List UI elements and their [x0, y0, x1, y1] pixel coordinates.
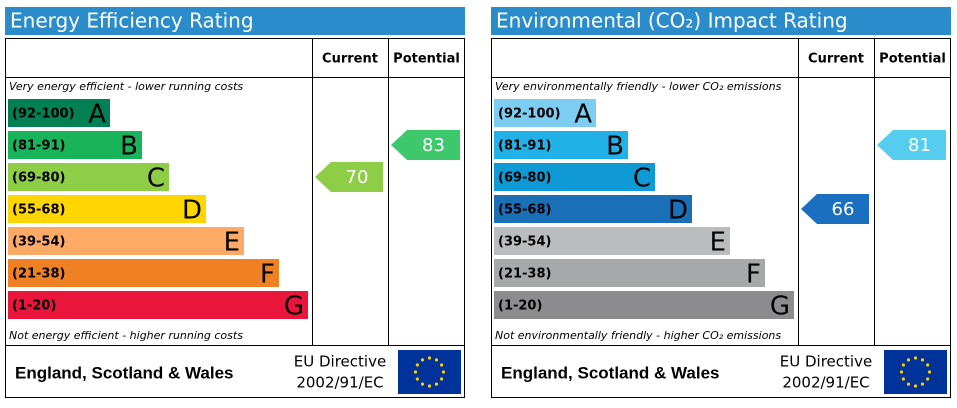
band-range: (69-80) [498, 171, 551, 186]
band-letter: F [746, 260, 761, 290]
eu-star [913, 356, 918, 360]
band-letter: A [574, 100, 592, 130]
band [494, 259, 765, 287]
eu-star [427, 356, 432, 360]
column-header: Potential [393, 52, 460, 67]
eu-star [899, 370, 904, 374]
band [8, 291, 308, 319]
band-range: (1-20) [12, 299, 56, 314]
rating-value: 70 [346, 167, 369, 188]
top-note: Very energy efficient - lower running co… [9, 80, 243, 93]
band [8, 227, 244, 255]
eu-star [427, 384, 432, 388]
band-letter: B [606, 132, 624, 162]
band-letter: D [668, 196, 688, 226]
band-range: (55-68) [12, 203, 65, 218]
band-letter: A [88, 100, 106, 130]
region: England, Scotland & Wales [15, 363, 234, 382]
band-letter: D [182, 196, 202, 226]
band [8, 163, 169, 191]
rating-value: 81 [908, 135, 931, 156]
eu-star [920, 358, 925, 362]
band-range: (92-100) [12, 107, 75, 122]
directive: EU Directive [780, 353, 872, 371]
title-bar [5, 7, 465, 35]
column-header: Potential [879, 52, 946, 67]
bottom-note: Not environmentally friendly - higher CO… [495, 329, 781, 342]
eu-star [440, 377, 444, 381]
panel-title: Environmental (CO₂) Impact Rating [496, 9, 848, 33]
eu-star [906, 382, 911, 386]
eu-star [420, 382, 425, 386]
band-range: (21-38) [498, 267, 551, 282]
eu-star [901, 377, 905, 381]
directive-code: 2002/91/EC [782, 374, 869, 392]
band-range: (92-100) [498, 107, 561, 122]
eu-star [420, 358, 425, 362]
band-letter: C [147, 164, 165, 194]
top-note: Very environmentally friendly - lower CO… [495, 80, 782, 93]
eu-star [434, 382, 439, 386]
band [494, 291, 794, 319]
band-range: (69-80) [12, 171, 65, 186]
band-letter: B [120, 132, 138, 162]
rating-value: 66 [832, 199, 855, 220]
eu-star [441, 370, 446, 374]
directive-code: 2002/91/EC [296, 374, 383, 392]
band-letter: C [633, 164, 651, 194]
band-letter: E [224, 228, 240, 258]
rating-arrow [877, 130, 946, 160]
rating-arrow [391, 130, 460, 160]
panel-title: Energy Efficiency Rating [10, 9, 254, 33]
region: England, Scotland & Wales [501, 363, 720, 382]
band [494, 163, 655, 191]
rating-arrow [801, 194, 869, 224]
eu-star [413, 370, 418, 374]
band [8, 195, 206, 223]
eu-star [920, 382, 925, 386]
rating-value: 83 [422, 135, 445, 156]
band-range: (21-38) [12, 267, 65, 282]
rating-arrow [315, 162, 383, 192]
band [494, 99, 596, 127]
eu-star [415, 377, 419, 381]
band [8, 131, 142, 159]
column-header: Current [808, 52, 864, 67]
eu-star [901, 363, 905, 367]
band-letter: G [770, 292, 790, 322]
frame [491, 38, 951, 398]
directive: EU Directive [294, 353, 386, 371]
frame [5, 38, 465, 398]
band-letter: G [284, 292, 304, 322]
eu-star [913, 384, 918, 388]
band-letter: E [710, 228, 726, 258]
eu-star [434, 358, 439, 362]
bottom-note: Not energy efficient - higher running co… [9, 329, 243, 342]
eu-star [415, 363, 419, 367]
band-letter: F [260, 260, 275, 290]
eu-star [440, 363, 444, 367]
band [494, 131, 628, 159]
eu-star [906, 358, 911, 362]
band [8, 99, 110, 127]
band [494, 195, 692, 223]
band [494, 227, 730, 255]
band-range: (81-91) [498, 139, 551, 154]
band-range: (39-54) [12, 235, 65, 250]
band-range: (55-68) [498, 203, 551, 218]
eu-star [926, 377, 930, 381]
eu-star [926, 363, 930, 367]
band-range: (1-20) [498, 299, 542, 314]
eu-star [927, 370, 932, 374]
band-range: (81-91) [12, 139, 65, 154]
column-header: Current [322, 52, 378, 67]
band [8, 259, 279, 287]
band-range: (39-54) [498, 235, 551, 250]
title-bar [491, 7, 951, 35]
